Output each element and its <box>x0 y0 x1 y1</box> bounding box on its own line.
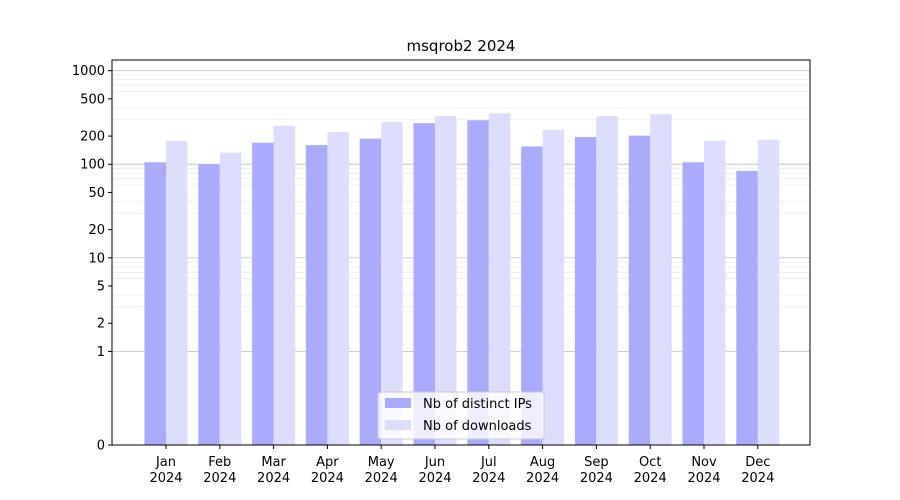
bar-distinct-ips <box>359 138 382 445</box>
y-tick-label: 200 <box>80 130 105 145</box>
y-tick-label: 100 <box>80 158 105 173</box>
y-axis: 0 1 2 5 10 20 50 100 200 500 1000 <box>72 64 112 454</box>
x-tick-label: Nov 2024 <box>687 455 720 486</box>
bar-downloads <box>488 113 511 446</box>
bar-downloads <box>273 125 296 445</box>
x-tick-label: Mar 2024 <box>257 455 290 486</box>
y-tick-label: 50 <box>88 186 105 201</box>
x-tick-label: Aug 2024 <box>526 455 559 486</box>
x-tick-label: Apr 2024 <box>311 455 344 486</box>
x-tick-label: Jul 2024 <box>472 455 505 486</box>
bar-distinct-ips <box>252 142 274 445</box>
bar-distinct-ips <box>467 120 489 445</box>
bar-distinct-ips <box>574 137 597 445</box>
bar-distinct-ips <box>305 145 328 445</box>
legend-label-distinct-ips: Nb of distinct IPs <box>423 397 532 412</box>
y-tick-label: 10 <box>88 251 105 266</box>
x-tick-label: Jan 2024 <box>149 455 182 486</box>
y-tick-label: 1000 <box>72 64 105 79</box>
bar-downloads <box>542 129 565 445</box>
plot-frame <box>111 59 811 446</box>
y-tick-label: 1 <box>97 345 105 360</box>
x-tick-label: Jun 2024 <box>418 455 451 486</box>
y-tick-label: 500 <box>80 92 105 107</box>
bar-distinct-ips <box>682 162 704 446</box>
x-tick-label: May 2024 <box>365 455 398 486</box>
legend-label-downloads: Nb of downloads <box>423 419 532 434</box>
legend-swatch-downloads <box>385 420 411 430</box>
y-tick-label: 5 <box>97 280 105 295</box>
chart-title: msqrob2 2024 <box>407 37 516 55</box>
bar-downloads <box>757 139 780 445</box>
bar-downloads <box>435 115 457 445</box>
bar-downloads <box>381 121 403 445</box>
legend-box <box>377 391 545 440</box>
x-tick-label: Oct 2024 <box>634 455 667 486</box>
y-tick-label: 20 <box>88 223 105 238</box>
bar-distinct-ips <box>144 162 166 446</box>
y-tick-label: 2 <box>97 317 105 332</box>
x-tick-label: Feb 2024 <box>203 455 236 486</box>
x-tick-label: Sep 2024 <box>580 455 613 486</box>
bar-downloads <box>327 131 349 445</box>
bar-downloads <box>219 152 242 445</box>
bar-distinct-ips <box>736 170 758 446</box>
bar-downloads <box>166 140 188 445</box>
y-tick-label: 0 <box>97 439 105 454</box>
bar-downloads <box>596 115 618 445</box>
bar-distinct-ips <box>413 123 435 446</box>
x-tick-label: Dec 2024 <box>741 455 774 486</box>
bar-distinct-ips <box>628 135 651 445</box>
legend-swatch-distinct-ips <box>385 398 411 408</box>
bar-distinct-ips <box>198 164 220 445</box>
bar-distinct-ips <box>521 146 543 446</box>
bars <box>144 113 780 446</box>
legend: Nb of distinct IPs Nb of downloads <box>377 391 545 440</box>
bar-downloads <box>650 114 672 446</box>
x-axis: Jan 2024 Feb 2024 Mar 2024 Apr 2024 May 2024 Jun 20… <box>149 445 774 486</box>
bar-downloads <box>704 140 726 445</box>
